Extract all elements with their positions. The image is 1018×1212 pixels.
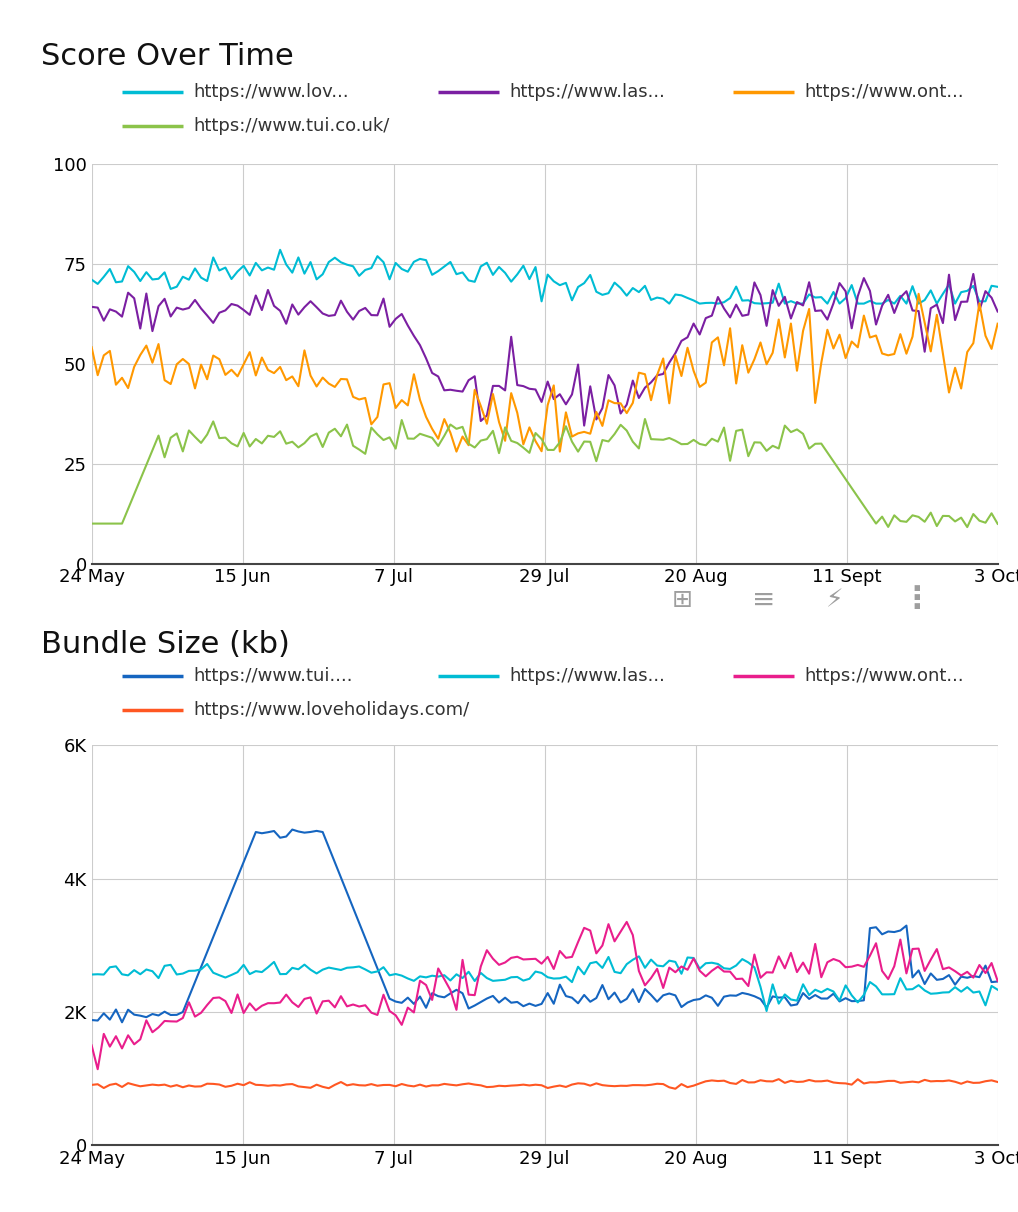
Text: Bundle Size (kb): Bundle Size (kb) [41,630,289,659]
Text: https://www.las...: https://www.las... [509,668,665,685]
Text: https://www.loveholidays.com/: https://www.loveholidays.com/ [193,702,469,719]
Text: https://www.tui.co.uk/: https://www.tui.co.uk/ [193,118,390,135]
Text: ⚡: ⚡ [826,588,844,612]
Text: Score Over Time: Score Over Time [41,42,293,72]
Text: ≡: ≡ [752,585,775,614]
Text: https://www.ont...: https://www.ont... [804,668,964,685]
Text: ⋮: ⋮ [901,585,931,614]
Text: ⊞: ⊞ [672,588,692,612]
Text: https://www.ont...: https://www.ont... [804,84,964,101]
Text: https://www.tui....: https://www.tui.... [193,668,353,685]
Text: https://www.lov...: https://www.lov... [193,84,349,101]
Text: https://www.las...: https://www.las... [509,84,665,101]
